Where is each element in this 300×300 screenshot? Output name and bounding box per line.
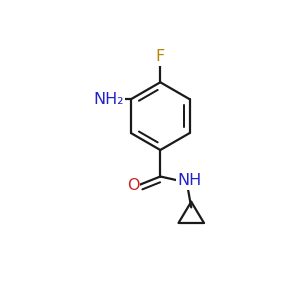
- Text: NH₂: NH₂: [94, 92, 124, 107]
- Text: F: F: [156, 50, 165, 64]
- Text: NH: NH: [178, 173, 202, 188]
- Text: O: O: [127, 178, 139, 193]
